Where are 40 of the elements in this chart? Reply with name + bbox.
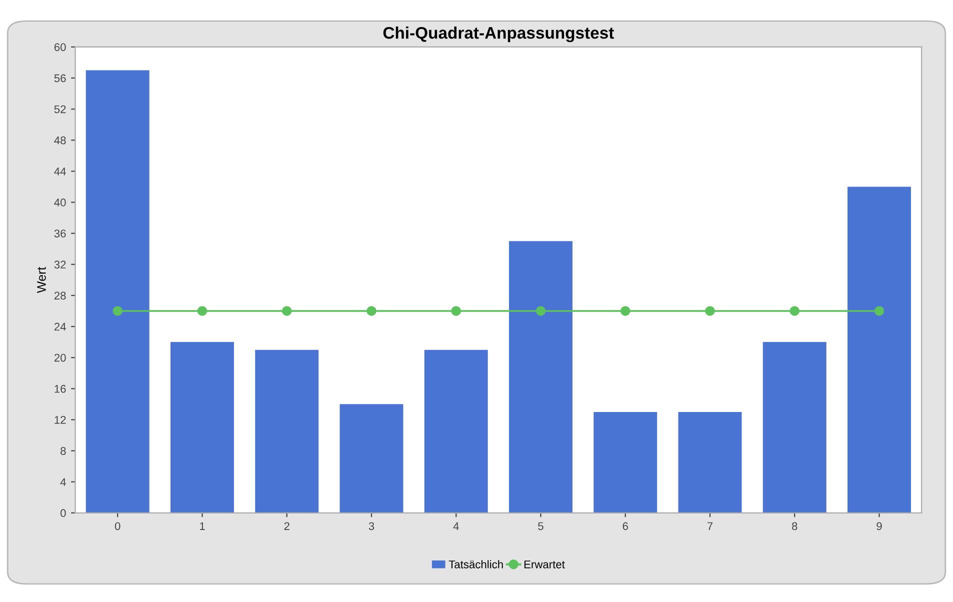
y-axis-title: Wert	[37, 266, 46, 293]
bar	[170, 342, 234, 513]
bar	[255, 350, 319, 513]
y-tick-label: 40	[54, 198, 66, 206]
y-tick-label: 60	[54, 43, 66, 52]
y-tick-label: 32	[54, 260, 66, 269]
y-tick-label: 12	[54, 416, 66, 424]
y-tick-label: 8	[60, 447, 66, 455]
x-tick-label: 1	[200, 522, 205, 530]
y-tick-label: 0	[60, 509, 66, 518]
y-tick-label: 28	[54, 292, 66, 300]
legend-label: Tatsächlich	[448, 560, 503, 568]
x-tick-label: 0	[114, 522, 120, 530]
y-tick-label: 56	[54, 74, 66, 82]
bar	[848, 186, 911, 513]
y-tick-label: 20	[54, 354, 66, 362]
bar	[340, 404, 404, 513]
bar	[762, 342, 826, 513]
x-tick-label: 4	[453, 522, 459, 530]
y-tick-label: 52	[54, 105, 66, 114]
chart-title: Chi-Quadrat-Anpassungstest	[383, 26, 614, 42]
x-tick-label: 9	[876, 522, 882, 530]
x-tick-label: 5	[538, 522, 544, 530]
y-tick-label: 48	[54, 136, 66, 144]
bar	[678, 412, 742, 513]
bar	[424, 350, 488, 513]
bar	[86, 70, 150, 513]
legend-label: Erwartet	[524, 560, 565, 568]
y-tick-label: 36	[54, 230, 66, 238]
x-tick-label: 6	[622, 522, 628, 530]
y-tick-label: 24	[54, 322, 66, 331]
x-tick-label: 2	[284, 522, 290, 530]
y-tick-label: 4	[60, 478, 66, 486]
bar	[594, 412, 658, 513]
x-tick-label: 7	[707, 522, 713, 530]
x-tick-label: 8	[792, 522, 798, 530]
bar	[508, 241, 572, 513]
x-tick-label: 3	[368, 522, 374, 530]
y-tick-label: 44	[54, 168, 66, 176]
y-tick-label: 16	[54, 384, 66, 393]
